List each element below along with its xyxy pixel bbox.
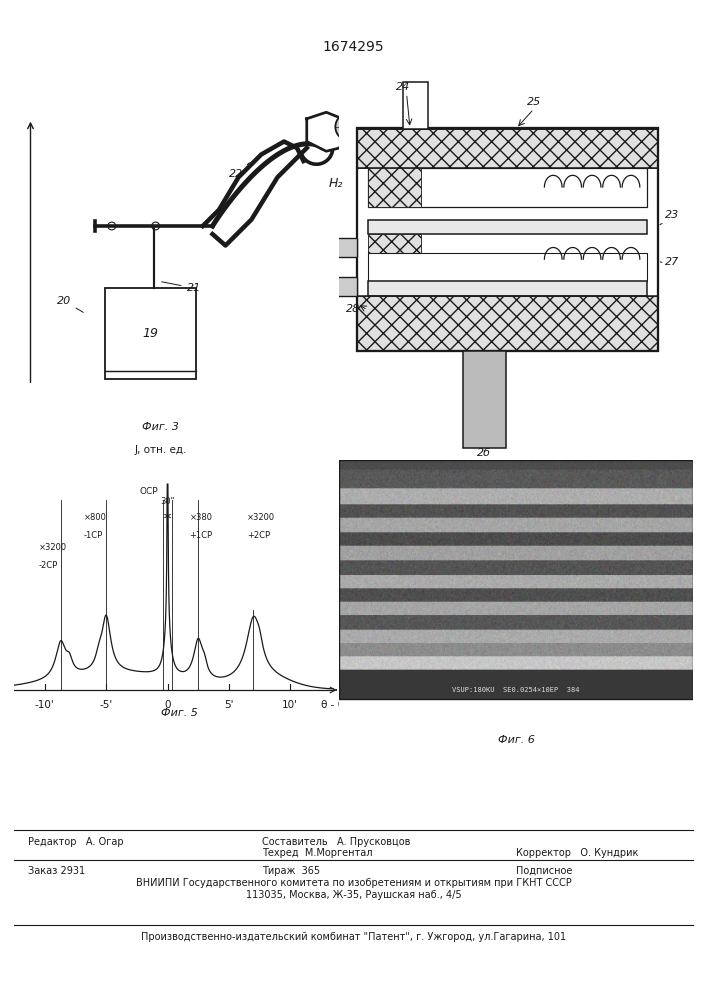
Text: 20: 20 <box>57 296 83 312</box>
Text: 19: 19 <box>143 327 159 340</box>
Text: J, отн. ед.: J, отн. ед. <box>134 445 187 455</box>
Text: 22: 22 <box>229 163 250 179</box>
Text: -1СР: -1СР <box>84 531 103 540</box>
Text: -10': -10' <box>35 700 54 710</box>
Text: 0: 0 <box>164 700 171 710</box>
Text: VSUP:180KU  SE0.0254×10EP  384: VSUP:180KU SE0.0254×10EP 384 <box>452 687 580 693</box>
Text: ОСР: ОСР <box>139 487 158 496</box>
Text: Техред  М.Моргентал: Техред М.Моргентал <box>262 848 372 858</box>
Text: ×380: ×380 <box>189 513 213 522</box>
Text: Фиг. 6: Фиг. 6 <box>498 735 534 745</box>
Text: -5': -5' <box>100 700 113 710</box>
Text: 23: 23 <box>367 116 381 126</box>
Text: Фиг. 5: Фиг. 5 <box>161 708 198 718</box>
Text: 27: 27 <box>665 257 679 267</box>
Text: 30": 30" <box>160 497 175 506</box>
Text: Тираж  365: Тираж 365 <box>262 866 320 876</box>
Text: 24: 24 <box>396 82 410 92</box>
Text: θ - θбр: θ - θбр <box>321 700 358 710</box>
Bar <box>368 220 647 234</box>
Text: ×800: ×800 <box>84 513 107 522</box>
Text: 21: 21 <box>162 282 201 293</box>
Text: 10': 10' <box>282 700 298 710</box>
Text: Фиг. 3: Фиг. 3 <box>142 422 179 432</box>
Text: 2б: 2б <box>477 448 491 458</box>
Circle shape <box>342 120 356 134</box>
Text: H₂: H₂ <box>329 177 343 190</box>
Bar <box>329 238 357 257</box>
Bar <box>368 253 647 281</box>
Bar <box>357 128 658 351</box>
Text: +2СР: +2СР <box>247 531 271 540</box>
Circle shape <box>335 113 363 141</box>
Text: 28: 28 <box>346 304 361 314</box>
Text: Составитель   А. Прусковцов: Составитель А. Прусковцов <box>262 837 410 847</box>
Text: -2СР: -2СР <box>39 561 58 570</box>
Bar <box>105 288 197 379</box>
Text: ВНИИПИ Государственного комитета по изобретениям и открытиям при ГКНТ СССР: ВНИИПИ Государственного комитета по изоб… <box>136 878 571 888</box>
Text: 25: 25 <box>527 97 541 107</box>
Polygon shape <box>307 112 349 151</box>
Text: 113035, Москва, Ж-35, Раушская наб., 4/5: 113035, Москва, Ж-35, Раушская наб., 4/5 <box>246 890 461 900</box>
Text: Редактор   А. Огар: Редактор А. Огар <box>28 837 124 847</box>
Bar <box>357 296 658 351</box>
Text: 1674295: 1674295 <box>322 40 385 54</box>
Text: Корректор   О. Кундрик: Корректор О. Кундрик <box>516 848 638 858</box>
Bar <box>329 277 357 296</box>
Bar <box>368 234 421 281</box>
Bar <box>357 128 658 167</box>
Text: Фиг. 4: Фиг. 4 <box>480 472 517 482</box>
Bar <box>357 128 658 167</box>
Text: Производственно-издательский комбинат "Патент", г. Ужгород, ул.Гагарина, 101: Производственно-издательский комбинат "П… <box>141 932 566 942</box>
Text: ×3200: ×3200 <box>39 543 66 552</box>
Bar <box>463 351 506 448</box>
Text: ×3200: ×3200 <box>247 513 276 522</box>
Text: 5': 5' <box>224 700 233 710</box>
Bar <box>368 167 647 207</box>
Bar <box>368 167 421 207</box>
Bar <box>403 82 428 128</box>
Text: +1СР: +1СР <box>189 531 213 540</box>
Bar <box>357 296 658 351</box>
Text: 23: 23 <box>665 210 679 220</box>
Bar <box>368 281 647 296</box>
Text: Заказ 2931: Заказ 2931 <box>28 866 86 876</box>
Text: Подписное: Подписное <box>516 866 573 876</box>
